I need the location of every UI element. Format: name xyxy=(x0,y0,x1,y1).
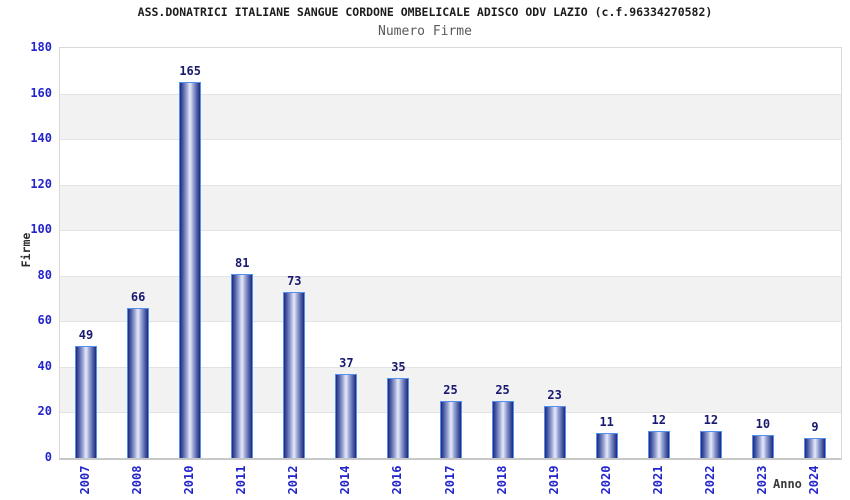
y-tick-label: 40 xyxy=(37,358,52,373)
bar xyxy=(699,430,722,458)
plot-band xyxy=(60,48,841,94)
bar-value-label: 35 xyxy=(391,360,406,375)
bar-value-label: 12 xyxy=(703,412,719,427)
bar xyxy=(387,378,410,458)
plot-band xyxy=(60,321,841,367)
gridline xyxy=(60,366,841,368)
bar xyxy=(439,401,462,458)
x-tick-label: 2020 xyxy=(598,465,613,495)
bar-value-label: 165 xyxy=(179,64,201,79)
bar xyxy=(647,430,670,458)
bar-value-label: 49 xyxy=(78,328,94,343)
y-tick-label: 180 xyxy=(30,40,52,54)
x-tick-label: 2007 xyxy=(78,465,93,495)
y-tick-label: 120 xyxy=(30,176,52,191)
bar xyxy=(231,273,254,458)
bar-value-label: 11 xyxy=(599,414,614,429)
chart-title: ASS.DONATRICI ITALIANE SANGUE CORDONE OM… xyxy=(137,5,713,19)
gridline xyxy=(60,275,841,277)
x-tick-label: 2016 xyxy=(390,465,405,495)
gridline xyxy=(60,321,841,323)
x-tick-label: 2024 xyxy=(806,465,821,495)
x-tick-label: 2010 xyxy=(182,465,197,495)
x-tick-label: 2021 xyxy=(650,465,665,495)
gridline xyxy=(60,93,841,95)
bar xyxy=(751,435,774,458)
x-axis-label: Anno xyxy=(773,477,802,491)
x-tick-label: 2019 xyxy=(546,465,561,495)
plot-band xyxy=(60,139,841,185)
plot-band xyxy=(60,184,841,231)
y-tick-label: 100 xyxy=(30,222,52,237)
x-tick-label: 2014 xyxy=(338,465,353,495)
bar-value-label: 10 xyxy=(755,417,771,432)
bar-value-label: 37 xyxy=(339,355,354,370)
bar-value-label: 9 xyxy=(811,419,819,434)
x-tick-label: 2012 xyxy=(286,465,301,495)
y-axis-label: Firme xyxy=(19,232,33,268)
bar-value-label: 12 xyxy=(651,412,666,427)
bar xyxy=(335,373,358,458)
y-tick-label: 140 xyxy=(30,131,52,146)
x-tick-label: 2023 xyxy=(754,465,769,495)
bar-value-label: 81 xyxy=(234,255,250,270)
x-tick-label: 2022 xyxy=(702,465,717,495)
x-tick-label: 2008 xyxy=(130,465,145,495)
bar-value-label: 25 xyxy=(495,383,510,398)
y-tick-label: 20 xyxy=(37,404,52,419)
bar xyxy=(75,346,98,458)
x-tick-label: 2018 xyxy=(494,465,509,495)
chart-subtitle: Numero Firme xyxy=(378,24,472,39)
bar xyxy=(491,401,514,458)
bar xyxy=(543,405,566,458)
y-tick-label: 0 xyxy=(44,450,52,464)
bar-value-label: 25 xyxy=(443,383,458,398)
y-tick-label: 80 xyxy=(37,267,52,282)
y-tick-label: 160 xyxy=(30,85,52,100)
bar xyxy=(179,82,202,458)
bar xyxy=(283,291,306,458)
bar-value-label: 23 xyxy=(547,387,562,402)
bar-value-label: 73 xyxy=(287,273,302,288)
x-tick-label: 2011 xyxy=(234,465,249,495)
bar xyxy=(803,437,826,458)
gridline xyxy=(60,139,841,141)
bar xyxy=(127,307,150,458)
gridline xyxy=(60,230,841,232)
bar-value-label: 66 xyxy=(130,289,146,304)
gridline xyxy=(60,184,841,186)
bar xyxy=(595,432,618,458)
plot-band xyxy=(60,275,841,322)
x-tick-label: 2017 xyxy=(442,465,457,495)
plot-area: 49 66 165 81 73 37 35 25 25 23 11 12 12 10 9 xyxy=(59,47,842,460)
y-tick-label: 60 xyxy=(37,313,52,328)
plot-band xyxy=(60,93,841,140)
plot-band xyxy=(60,230,841,276)
